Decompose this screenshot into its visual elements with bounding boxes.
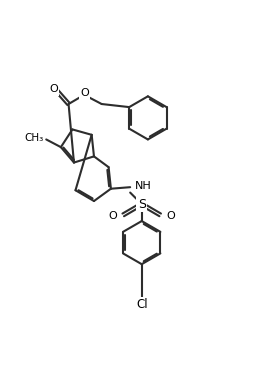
Text: NH: NH xyxy=(135,181,152,191)
Text: S: S xyxy=(138,198,146,211)
Text: O: O xyxy=(108,211,117,221)
Text: O: O xyxy=(166,211,175,221)
Text: CH₃: CH₃ xyxy=(24,133,43,143)
Text: Cl: Cl xyxy=(136,298,148,311)
Text: O: O xyxy=(49,84,58,94)
Text: O: O xyxy=(80,88,89,98)
